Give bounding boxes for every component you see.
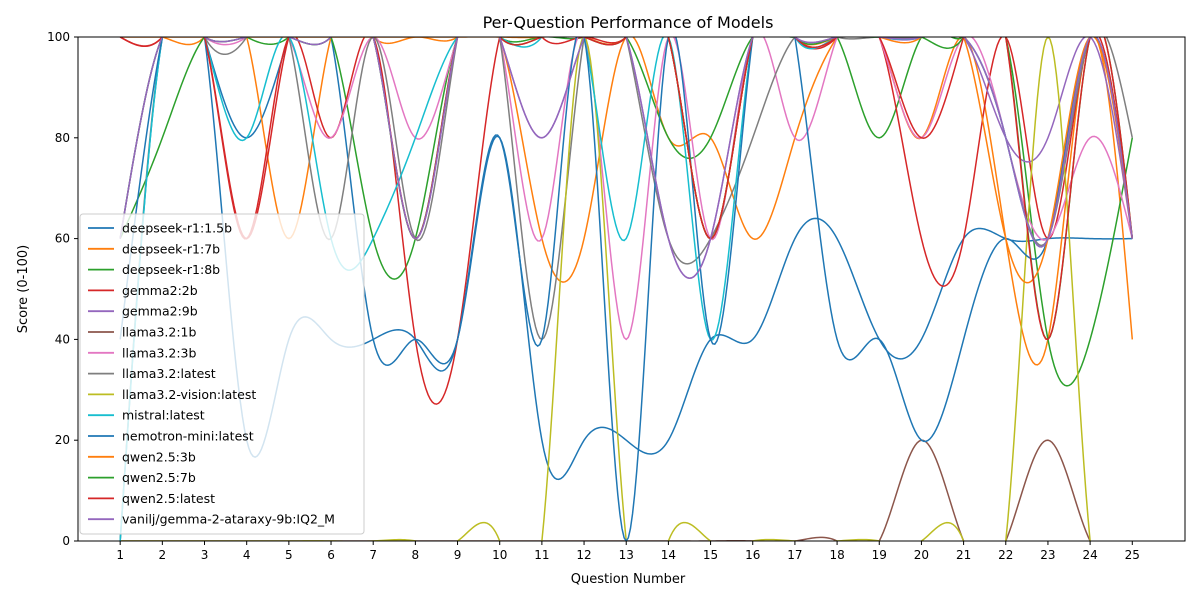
x-tick-label: 1 bbox=[116, 548, 124, 562]
x-tick-label: 21 bbox=[956, 548, 971, 562]
x-tick-label: 25 bbox=[1125, 548, 1140, 562]
y-tick-label: 60 bbox=[55, 232, 70, 246]
series-line-9 bbox=[119, 37, 1134, 541]
plot-frame bbox=[77, 36, 1186, 542]
x-tick-label: 4 bbox=[243, 548, 251, 562]
legend-label: qwen2.5:3b bbox=[122, 449, 196, 464]
x-tick-label: 5 bbox=[285, 548, 293, 562]
x-axis: 1 2 3 4 5 6 7 8 9 10 11 12 13 14 15 16 17 18 19 20 21 22 23 24 2… bbox=[116, 541, 1140, 562]
x-tick-label: 9 bbox=[454, 548, 462, 562]
y-tick-label: 20 bbox=[55, 433, 70, 447]
x-tick-label: 22 bbox=[998, 548, 1013, 562]
y-tick-label: 40 bbox=[55, 332, 70, 346]
legend-label: qwen2.5:7b bbox=[122, 470, 196, 485]
x-axis-label: Question Number bbox=[571, 572, 686, 587]
y-axis: 0 20 40 60 80 100 bbox=[47, 30, 78, 548]
legend-label: llama3.2:3b bbox=[122, 345, 196, 360]
x-tick-label: 10 bbox=[492, 548, 507, 562]
legend-label: nemotron-mini:latest bbox=[122, 429, 254, 444]
legend-label: vanilj/gemma-2-ataraxy-9b:IQ2_M bbox=[122, 512, 335, 527]
y-tick-label: 100 bbox=[47, 30, 70, 44]
legend-label: gemma2:9b bbox=[122, 304, 198, 319]
x-tick-label: 8 bbox=[412, 548, 420, 562]
x-tick-label: 18 bbox=[829, 548, 844, 562]
legend-label: llama3.2-vision:latest bbox=[122, 387, 256, 402]
y-tick-label: 80 bbox=[55, 131, 70, 145]
x-tick-label: 3 bbox=[201, 548, 209, 562]
x-tick-label: 17 bbox=[787, 548, 802, 562]
legend-label: llama3.2:1b bbox=[122, 325, 196, 340]
x-tick-label: 2 bbox=[159, 548, 167, 562]
x-tick-label: 15 bbox=[703, 548, 718, 562]
y-axis-label: Score (0-100) bbox=[16, 245, 31, 333]
legend-label: deepseek-r1:7b bbox=[122, 241, 220, 256]
x-tick-label: 6 bbox=[327, 548, 335, 562]
x-tick-label: 13 bbox=[619, 548, 634, 562]
x-tick-label: 16 bbox=[745, 548, 760, 562]
legend-label: qwen2.5:latest bbox=[122, 491, 215, 506]
legend-label: mistral:latest bbox=[122, 408, 205, 423]
legend-label: deepseek-r1:8b bbox=[122, 262, 220, 277]
x-tick-label: 11 bbox=[534, 548, 549, 562]
legend-label: gemma2:2b bbox=[122, 283, 198, 298]
series-line-3 bbox=[119, 37, 1134, 405]
y-tick-label: 0 bbox=[62, 534, 70, 548]
legend-box bbox=[79, 213, 365, 535]
x-tick-label: 14 bbox=[661, 548, 676, 562]
chart-title: Per-Question Performance of Models bbox=[483, 13, 774, 32]
legend-label: llama3.2:latest bbox=[122, 366, 216, 381]
legend-label: deepseek-r1:1.5b bbox=[122, 221, 232, 236]
x-tick-label: 19 bbox=[872, 548, 887, 562]
series-line-6 bbox=[119, 37, 1134, 341]
x-tick-label: 24 bbox=[1082, 548, 1097, 562]
x-tick-label: 20 bbox=[914, 548, 929, 562]
x-tick-label: 7 bbox=[369, 548, 377, 562]
x-tick-label: 23 bbox=[1040, 548, 1055, 562]
legend: deepseek-r1:1.5b deepseek-r1:7b deepseek-r… bbox=[79, 213, 365, 535]
x-tick-label: 12 bbox=[576, 548, 591, 562]
